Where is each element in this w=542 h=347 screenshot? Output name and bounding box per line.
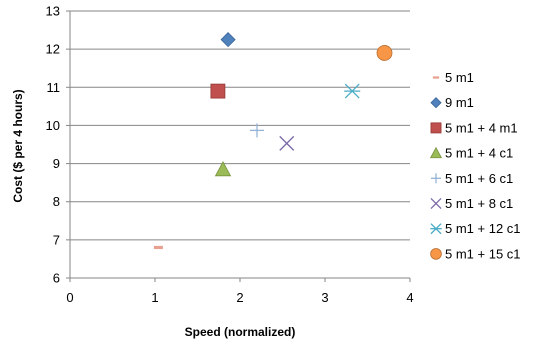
legend-item-8: 5 m1 + 15 c1 <box>430 246 521 261</box>
y-tick-label-11: 11 <box>47 80 61 95</box>
y-tick-label-8: 8 <box>53 194 60 209</box>
data-point-7-1 <box>344 83 361 99</box>
data-point-6-1-d2 <box>279 135 295 151</box>
grid-lines <box>70 10 410 241</box>
legend-item-1: 5 m1 <box>432 70 474 85</box>
data-point-2-1-shape <box>220 32 236 48</box>
y-tick-label-12: 12 <box>46 42 60 57</box>
legend-marker-6 <box>430 198 442 209</box>
legend-marker-3-shape <box>430 122 442 134</box>
legend-marker-3 <box>430 122 442 134</box>
data-point-8-1-shape <box>376 45 393 61</box>
legend-item-5: 5 m1 + 6 c1 <box>430 171 513 186</box>
data-point-1-1-shape <box>153 245 163 250</box>
y-tick-label-10: 10 <box>46 118 60 133</box>
legend-marker-4-shape <box>429 146 443 159</box>
legend-item-4: 5 m1 + 4 c1 <box>429 146 513 161</box>
legend-label-8: 5 m1 + 15 c1 <box>445 246 521 261</box>
legend-marker-2-shape <box>430 97 442 109</box>
legend-marker-7 <box>430 223 442 235</box>
x-tick-label-2: 2 <box>236 290 243 305</box>
x-tick-label-3: 3 <box>321 290 328 305</box>
data-point-3-1-shape <box>210 83 226 99</box>
legend-marker-6-d2 <box>430 198 442 209</box>
y-tick-label-9: 9 <box>53 156 60 171</box>
data-point-4-1 <box>214 160 232 177</box>
legend-item-7: 5 m1 + 12 c1 <box>430 221 521 236</box>
data-point-5-1 <box>250 123 264 138</box>
legend: 5 m1 9 m1 5 m1 + 4 m1 5 m1 + 4 c1 5 m1 + 6 c… <box>429 70 521 261</box>
legend-marker-8 <box>430 248 442 260</box>
legend-marker-8-shape <box>430 248 442 260</box>
legend-label-4: 5 m1 + 4 c1 <box>445 146 513 161</box>
x-tick-label-0: 0 <box>66 290 73 305</box>
legend-label-7: 5 m1 + 12 c1 <box>445 221 521 236</box>
data-point-6-1 <box>279 135 295 151</box>
legend-label-2: 9 m1 <box>445 95 474 110</box>
legend-marker-2 <box>430 97 442 109</box>
legend-item-2: 9 m1 <box>430 95 474 110</box>
y-tick-label-6: 6 <box>53 271 60 286</box>
legend-label-6: 5 m1 + 8 c1 <box>445 196 513 211</box>
data-point-8-1 <box>376 45 393 61</box>
x-axis-title: Speed (normalized) <box>185 325 296 339</box>
legend-label-3: 5 m1 + 4 m1 <box>445 120 518 135</box>
data-points <box>153 32 393 250</box>
legend-item-6: 5 m1 + 8 c1 <box>430 196 513 211</box>
data-point-2-1 <box>220 32 236 48</box>
x-tick-label-4: 4 <box>406 290 413 305</box>
data-point-4-1-shape <box>214 160 232 177</box>
legend-label-5: 5 m1 + 6 c1 <box>445 171 513 186</box>
y-tick-label-13: 13 <box>46 4 60 19</box>
y-tick-label-7: 7 <box>53 232 60 247</box>
legend-label-1: 5 m1 <box>445 70 474 85</box>
legend-marker-1 <box>432 76 440 79</box>
legend-marker-5 <box>430 173 442 184</box>
legend-marker-4 <box>429 146 443 159</box>
legend-item-3: 5 m1 + 4 m1 <box>430 120 518 135</box>
x-tick-label-1: 1 <box>151 290 158 305</box>
legend-marker-1-shape <box>432 76 440 79</box>
y-axis-title: Cost ($ per 4 hours) <box>11 89 25 202</box>
data-point-1-1 <box>153 245 163 250</box>
axes <box>66 10 411 282</box>
data-point-3-1 <box>210 83 226 99</box>
